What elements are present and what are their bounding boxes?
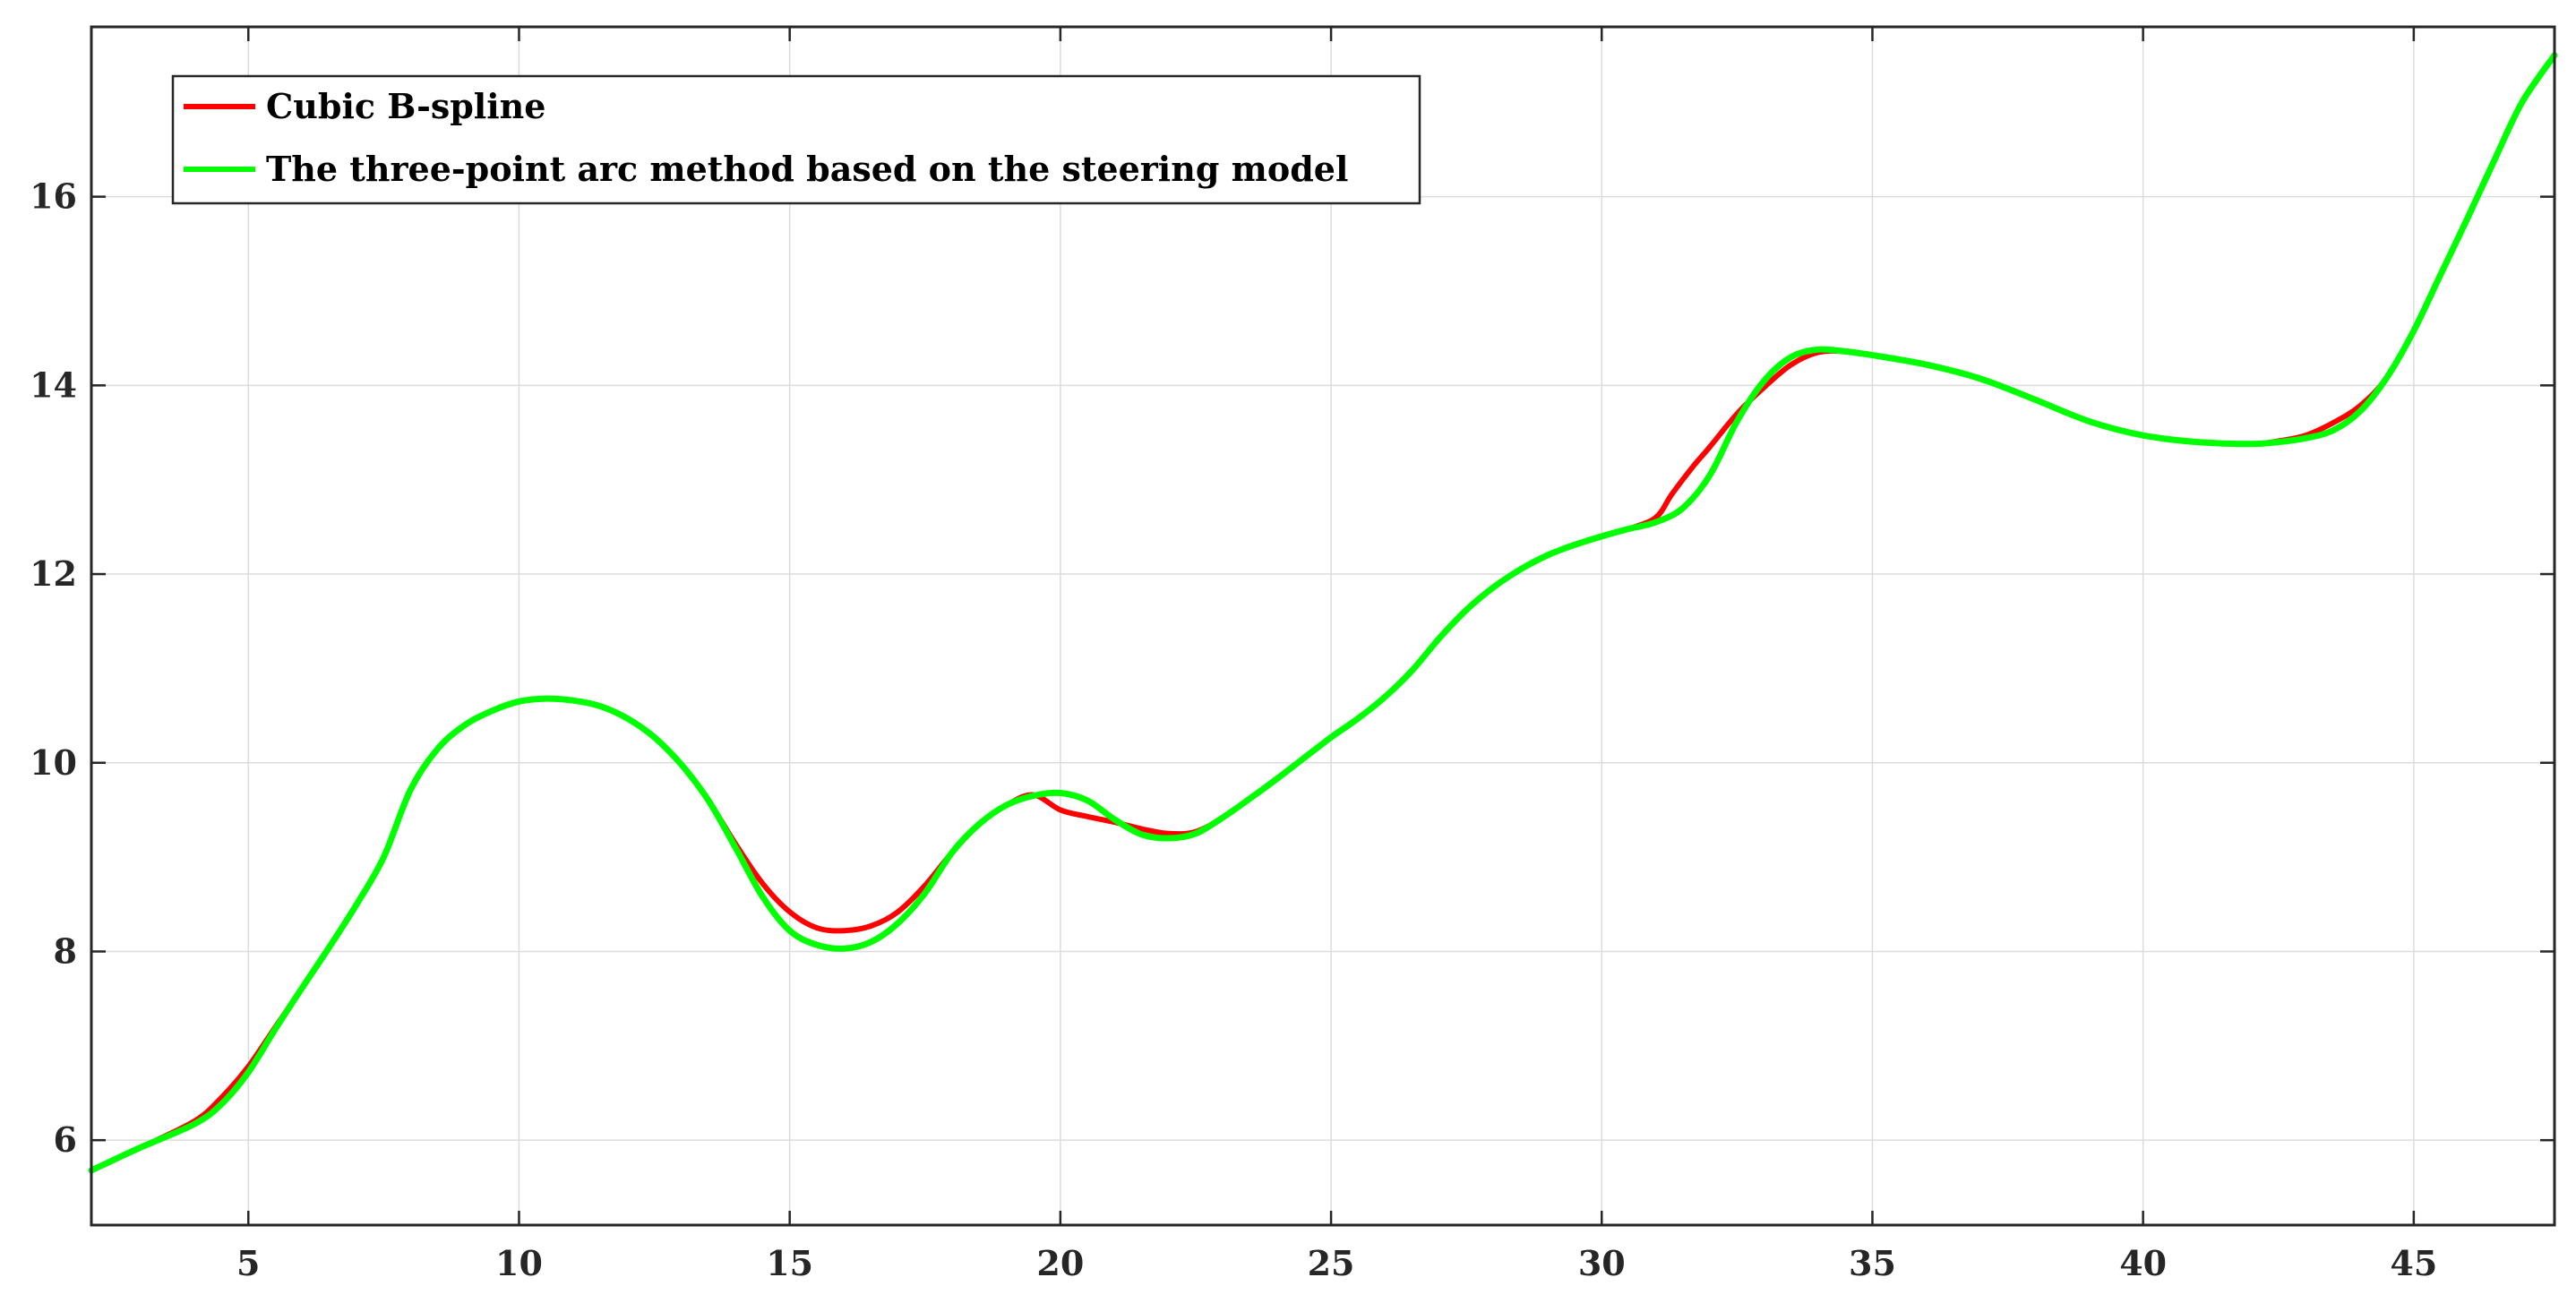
- y-tick-label: 8: [54, 930, 77, 971]
- y-tick-label: 6: [54, 1119, 77, 1160]
- x-tick-label: 40: [2119, 1243, 2167, 1283]
- x-tick-label: 30: [1578, 1243, 1626, 1283]
- x-tick-label: 45: [2390, 1243, 2437, 1283]
- x-tick-label: 10: [495, 1243, 543, 1283]
- x-tick-label: 5: [236, 1243, 260, 1283]
- x-tick-label: 25: [1308, 1243, 1355, 1283]
- legend-label-three-point-arc: The three-point arc method based on the …: [266, 149, 1348, 189]
- axis-ticks: 5 10 15 20 25 30 35 40 45 6 8 10 12 14 16: [30, 27, 2555, 1283]
- series-line-three-point-arc: [88, 52, 2558, 1174]
- x-tick-label: 15: [766, 1243, 813, 1283]
- y-tick-label: 16: [30, 176, 77, 217]
- x-tick-label: 20: [1036, 1243, 1084, 1283]
- legend-label-cubic-b-spline: Cubic B-spline: [266, 86, 545, 126]
- x-tick-label: 35: [1849, 1243, 1896, 1283]
- y-tick-label: 12: [30, 553, 77, 594]
- series-layer: [88, 52, 2558, 1174]
- legend-box: [171, 74, 1421, 205]
- y-tick-label: 10: [30, 742, 77, 783]
- axes-box: [90, 25, 2556, 1227]
- y-tick-label: 14: [30, 364, 77, 405]
- legend: Cubic B-spline The three-point arc metho…: [171, 74, 1421, 205]
